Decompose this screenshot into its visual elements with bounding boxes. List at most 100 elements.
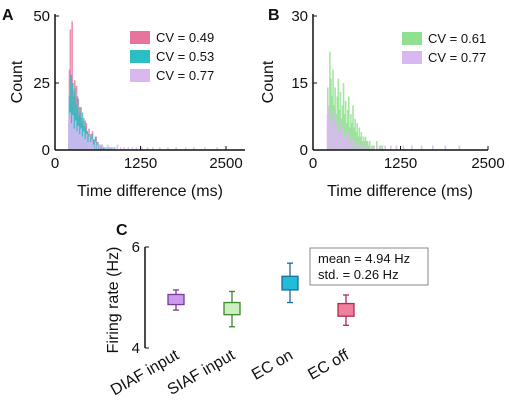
histogram-bar-1-31 xyxy=(358,127,361,150)
legend-swatch-1 xyxy=(402,32,422,45)
panel-c-letter: C xyxy=(116,222,128,239)
panel-a-legend: CV = 0.49 CV = 0.53 CV = 0.77 xyxy=(130,30,214,83)
histogram-bar-3-28 xyxy=(116,144,119,150)
legend-entry: CV = 0.61 xyxy=(428,31,486,46)
histogram-bar-1-22 xyxy=(349,127,351,150)
histogram-bar-3-6 xyxy=(74,120,77,150)
histogram-bar-2-15 xyxy=(346,136,348,150)
panel-b-x-label: Time difference (ms) xyxy=(327,183,473,200)
histogram-bar-2-23 xyxy=(362,141,365,150)
legend-swatch-1 xyxy=(130,31,150,44)
x-tick-label: 0 xyxy=(51,155,59,172)
x-tick-label: 1250 xyxy=(124,155,157,172)
histogram-bar-2-21 xyxy=(357,141,359,150)
x-tick-label: 0 xyxy=(309,155,317,172)
panel-b: B 0 15 30 0 1250 2500 Count Time difference … xyxy=(260,7,505,200)
x-tick-label: 2500 xyxy=(471,155,504,172)
histogram-bar-2-30 xyxy=(390,145,392,150)
histogram-bar-2-10 xyxy=(339,123,341,150)
c-x-tick-label: EC on xyxy=(249,347,296,384)
c-x-tick-label: EC off xyxy=(305,346,352,383)
histogram-bar-3-22 xyxy=(98,144,101,150)
histogram-bar-3-1 xyxy=(68,117,70,150)
histogram-bar-2-14 xyxy=(76,96,79,150)
histogram-bar-2-4 xyxy=(330,109,333,150)
histogram-bar-3-2 xyxy=(69,112,71,150)
histogram-bar-3-10 xyxy=(80,128,82,150)
histogram-bar-2-47 xyxy=(100,147,102,150)
histogram-bar-1-45 xyxy=(378,145,381,150)
histogram-bar-3-35 xyxy=(146,147,149,150)
histogram-bar-2-26 xyxy=(372,145,375,150)
stats-box-frame xyxy=(309,247,429,286)
histogram-bar-1-11 xyxy=(337,78,340,150)
histogram-bar-1-16 xyxy=(342,83,345,150)
panel-a: A 0 25 50 0 1250 2500 Count Time difference … xyxy=(2,7,245,200)
histogram-bar-3-31 xyxy=(127,147,130,150)
histogram-bar-3-26 xyxy=(109,147,112,150)
histogram-bar-2-36 xyxy=(444,145,447,150)
histogram-bar-2-13 xyxy=(343,136,346,150)
histogram-bar-1-46 xyxy=(381,145,384,150)
histogram-bar-1-3 xyxy=(329,51,331,151)
histogram-bar-2-29 xyxy=(384,145,386,150)
histogram-bar-1-29 xyxy=(356,123,358,150)
histogram-bar-3-27 xyxy=(113,147,115,150)
histogram-bar-2-52 xyxy=(108,147,110,150)
histogram-bar-3-25 xyxy=(106,144,109,150)
histogram-bar-3-20 xyxy=(94,141,97,150)
histogram-bar-3-34 xyxy=(141,147,143,150)
histogram-bar-3-29 xyxy=(119,147,122,150)
histogram-bar-3-4 xyxy=(72,115,74,150)
histogram-bar-1-39 xyxy=(366,141,369,150)
histogram-bar-2-7 xyxy=(335,127,337,150)
histogram-bar-3-36 xyxy=(152,147,154,150)
histogram-bar-2-6 xyxy=(333,114,336,150)
panel-c-y-label: Firing rate (Hz) xyxy=(105,247,122,354)
panel-c-y-ticks: 46 xyxy=(132,239,149,357)
histogram-bar-3-14 xyxy=(85,133,88,150)
histogram-bar-3-7 xyxy=(76,131,78,150)
histogram-bar-2-33 xyxy=(411,145,413,150)
histogram-bar-3-37 xyxy=(158,147,161,150)
histogram-bar-1-28 xyxy=(355,132,357,150)
histogram-bar-3-11 xyxy=(81,136,84,150)
panel-b-letter: B xyxy=(268,7,280,24)
histogram-bar-2-9 xyxy=(337,132,340,150)
histogram-bar-3-42 xyxy=(204,147,206,150)
histogram-bar-3-17 xyxy=(89,141,92,150)
box-body-3 xyxy=(281,275,299,291)
histogram-bar-2-11 xyxy=(340,132,343,150)
histogram-bar-1-17 xyxy=(343,114,346,150)
histogram-bar-1-20 xyxy=(346,109,349,150)
histogram-bar-3-40 xyxy=(184,147,187,150)
histogram-bar-1-21 xyxy=(348,96,350,150)
stats-mean: mean = 4.94 Hz xyxy=(318,251,410,266)
y-tick-label: 15 xyxy=(291,75,308,92)
histogram-bar-1-42 xyxy=(371,145,373,150)
panel-b-legend: CV = 0.61 CV = 0.77 xyxy=(402,31,486,65)
histogram-bar-3-30 xyxy=(123,147,125,150)
histogram-bar-2-22 xyxy=(359,145,362,150)
histogram-bar-2-31 xyxy=(395,145,398,150)
histogram-bar-3-15 xyxy=(87,141,89,150)
panel-b-x-ticks: 0 1250 2500 xyxy=(309,146,505,172)
histogram-bar-2-34 xyxy=(420,145,423,150)
histogram-bar-3-5 xyxy=(73,128,76,150)
y-tick-label: 50 xyxy=(33,8,50,25)
histogram-bar-2-12 xyxy=(342,127,344,150)
histogram-bar-2-25 xyxy=(369,145,371,150)
histogram-bar-3-23 xyxy=(101,144,104,150)
histogram-bar-3-12 xyxy=(83,131,85,150)
panel-b-bars xyxy=(326,51,461,151)
panel-a-letter: A xyxy=(2,7,14,24)
histogram-bar-2-49 xyxy=(102,147,105,150)
histogram-bar-1-27 xyxy=(354,118,356,150)
histogram-bar-3-8 xyxy=(77,125,80,150)
histogram-bar-2-8 xyxy=(336,118,339,150)
histogram-bar-2-19 xyxy=(352,141,355,150)
histogram-bar-3-41 xyxy=(193,147,195,150)
legend-swatch-2 xyxy=(130,50,150,63)
